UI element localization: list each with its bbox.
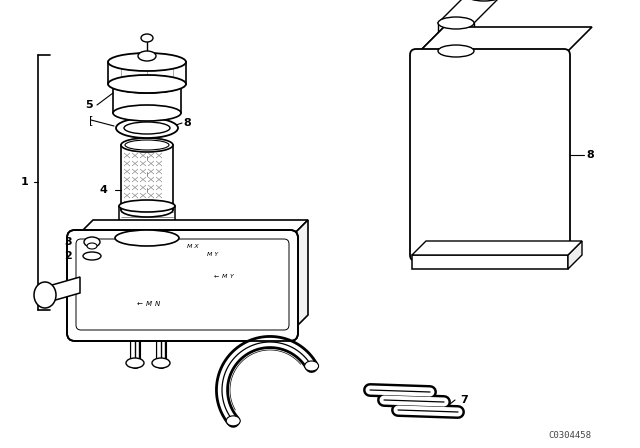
- Text: $\leftarrow$ M Y: $\leftarrow$ M Y: [212, 272, 236, 280]
- Ellipse shape: [119, 200, 175, 212]
- Ellipse shape: [116, 118, 178, 138]
- Text: $\leftarrow$ M N: $\leftarrow$ M N: [135, 298, 161, 307]
- Ellipse shape: [113, 77, 181, 93]
- Text: 4: 4: [99, 185, 107, 195]
- Ellipse shape: [126, 358, 144, 368]
- Text: C0304458: C0304458: [548, 431, 591, 439]
- Ellipse shape: [34, 282, 56, 308]
- Polygon shape: [416, 55, 564, 255]
- Polygon shape: [412, 255, 568, 269]
- Ellipse shape: [466, 0, 502, 1]
- Polygon shape: [290, 220, 308, 333]
- Text: 8: 8: [183, 118, 191, 128]
- Polygon shape: [568, 241, 582, 269]
- Ellipse shape: [113, 105, 181, 121]
- Polygon shape: [416, 27, 444, 255]
- Ellipse shape: [87, 243, 97, 249]
- Text: M Y: M Y: [207, 251, 218, 257]
- Polygon shape: [45, 277, 80, 303]
- Text: 5: 5: [85, 100, 93, 110]
- Text: [: [: [89, 115, 93, 125]
- Polygon shape: [412, 241, 582, 255]
- FancyBboxPatch shape: [410, 49, 570, 261]
- Ellipse shape: [138, 51, 156, 61]
- Ellipse shape: [74, 252, 146, 334]
- Ellipse shape: [125, 140, 169, 150]
- Ellipse shape: [152, 358, 170, 368]
- Ellipse shape: [438, 17, 474, 29]
- Text: M X: M X: [187, 244, 198, 249]
- Ellipse shape: [83, 252, 101, 260]
- Ellipse shape: [121, 138, 173, 152]
- Text: 2: 2: [64, 251, 72, 261]
- Text: 8: 8: [586, 150, 594, 160]
- Text: 3: 3: [64, 237, 72, 247]
- Ellipse shape: [226, 416, 240, 426]
- Ellipse shape: [124, 122, 170, 134]
- Ellipse shape: [305, 361, 319, 371]
- FancyBboxPatch shape: [67, 230, 298, 341]
- Bar: [121, 145, 173, 210]
- Text: 1: 1: [20, 177, 28, 187]
- Ellipse shape: [108, 53, 186, 71]
- Ellipse shape: [121, 203, 173, 217]
- Ellipse shape: [84, 237, 100, 247]
- Polygon shape: [416, 27, 592, 55]
- Ellipse shape: [141, 34, 153, 42]
- Ellipse shape: [438, 45, 474, 57]
- Ellipse shape: [108, 75, 186, 93]
- Polygon shape: [75, 220, 308, 238]
- Text: 7: 7: [460, 395, 468, 405]
- Ellipse shape: [115, 230, 179, 246]
